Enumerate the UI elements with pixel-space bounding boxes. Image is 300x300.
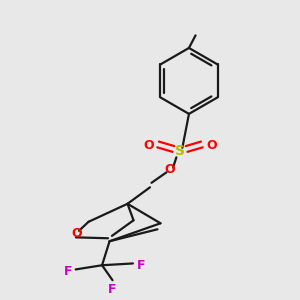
Text: F: F (64, 265, 72, 278)
Text: F: F (108, 283, 117, 296)
Text: F: F (136, 259, 145, 272)
Text: O: O (164, 163, 175, 176)
Text: O: O (206, 139, 217, 152)
Text: S: S (175, 144, 185, 158)
Text: O: O (143, 139, 154, 152)
Text: O: O (71, 227, 82, 240)
